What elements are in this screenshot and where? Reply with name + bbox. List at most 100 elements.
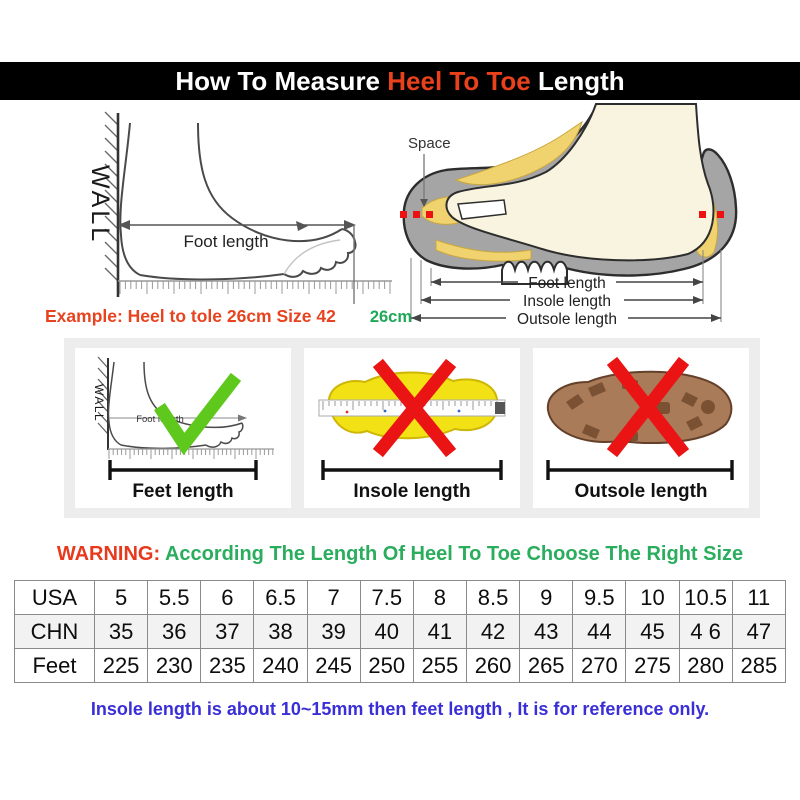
size-cell: 4 6	[678, 614, 733, 649]
size-cell: 8.5	[465, 580, 521, 615]
measure-bracket	[321, 460, 503, 480]
tape-end	[495, 402, 505, 414]
size-cell: 10.5	[678, 580, 733, 615]
size-cell: 245	[306, 648, 361, 683]
size-cell: 40	[359, 614, 414, 649]
size-table-body: USA 5 5.5 6 6.5 7 7.5 8 8.5 9 9.5 10 10.5 11 CHN 35 36 37…	[14, 580, 787, 683]
size-cell: 43	[519, 614, 574, 649]
example-row: Example: Heel to tole 26cm Size 42 26cm	[45, 306, 412, 327]
toe-box	[457, 199, 507, 220]
shoe-foot-length-label: Foot length	[528, 275, 606, 292]
table-row: CHN 35 36 37 38 39 40 41 42 43 44 45 4 6 47	[14, 614, 787, 649]
size-cell: 47	[731, 614, 787, 649]
ruler-ticks	[119, 281, 391, 294]
example-measurement: 26cm	[369, 308, 413, 326]
outsole-length-dimension	[411, 314, 721, 322]
size-table: USA 5 5.5 6 6.5 7 7.5 8 8.5 9 9.5 10 10.5 11 CHN 35 36 37…	[14, 580, 787, 683]
size-cell: 11	[731, 580, 787, 615]
mini-ruler-ticks	[108, 449, 274, 459]
foot-outline	[119, 122, 357, 281]
dimension-risers	[410, 250, 722, 322]
size-cell: 250	[359, 648, 414, 683]
table-row: USA 5 5.5 6 6.5 7 7.5 8 8.5 9 9.5 10 10.5 11	[14, 580, 787, 615]
size-cell: 6	[200, 580, 255, 615]
insole-length-dimension	[421, 296, 703, 304]
panel-label: Outsole length	[574, 481, 708, 502]
sole-tread	[501, 260, 568, 285]
size-cell: 39	[306, 614, 361, 649]
panel-label: Insole length	[353, 481, 471, 502]
space-arrow	[420, 154, 428, 207]
size-cell: 255	[412, 648, 467, 683]
wall-hatching	[104, 111, 119, 282]
size-cell: 44	[572, 614, 627, 649]
size-cell: 285	[731, 648, 787, 683]
size-cell: 36	[147, 614, 202, 649]
size-cell: 270	[572, 648, 627, 683]
title-bar: How To Measure Heel To Toe Length	[0, 62, 800, 100]
foot-inside-shoe	[445, 103, 715, 262]
title-highlight: Heel To Toe	[387, 65, 531, 96]
check-mark	[153, 372, 242, 456]
reference-note: Insole length is about 10~15mm then feet…	[90, 699, 710, 719]
size-cell: 225	[93, 648, 149, 683]
outsole-illustration	[546, 356, 734, 480]
shoe-insole-length-label: Insole length	[523, 293, 611, 310]
row-header: USA	[14, 580, 95, 615]
shoe-outsole-length-label: Outsole length	[517, 311, 617, 328]
mini-wall-label: WALL	[92, 384, 106, 422]
foot-length-dimension	[431, 278, 703, 286]
foot-length-label: Foot length	[183, 232, 268, 251]
size-cell: 235	[200, 648, 255, 683]
shoe-section-diagram: Space Foot length Insole length	[400, 103, 738, 328]
table-row: Feet 225 230 235 240 245 250 255 260 265 270 275 280…	[14, 648, 787, 683]
size-cell: 240	[253, 648, 308, 683]
row-header: CHN	[14, 614, 95, 649]
foot-measure-diagram: WALL Foot length	[86, 111, 392, 304]
panel-outsole-length: Outsole length	[533, 348, 749, 508]
size-cell: 35	[93, 614, 149, 649]
size-cell: 275	[625, 648, 680, 683]
wall-label: WALL	[86, 165, 114, 244]
size-cell: 265	[519, 648, 574, 683]
warning-row: WARNING: According The Length Of Heel To…	[0, 543, 800, 566]
title-suffix: Length	[530, 65, 625, 96]
size-cell: 230	[147, 648, 202, 683]
panel-insole-length: Insole length	[304, 348, 520, 508]
size-cell: 42	[465, 614, 521, 649]
size-cell: 38	[253, 614, 308, 649]
row-header: Feet	[14, 648, 95, 683]
example-text: Example: Heel to tole 26cm Size 42	[45, 306, 336, 326]
mini-wall-hatching	[97, 356, 109, 435]
size-cell: 280	[678, 648, 733, 683]
warning-text: According The Length Of Heel To Toe Choo…	[164, 543, 744, 565]
size-cell: 260	[465, 648, 521, 683]
mini-foot-length-label: Foot length	[136, 414, 184, 425]
measure-dots	[400, 211, 724, 218]
size-cell: 9	[519, 580, 574, 615]
size-cell: 6.5	[253, 580, 308, 615]
warning-label: WARNING:	[56, 543, 161, 565]
size-cell: 5	[93, 580, 149, 615]
insole-illustration	[318, 358, 506, 480]
size-cell: 7.5	[359, 580, 414, 615]
feet-length-illustration: WALL Foot length	[92, 356, 274, 480]
cross-mark	[606, 356, 690, 458]
size-cell: 7	[306, 580, 361, 615]
panel-label: Feet length	[132, 481, 234, 502]
measure-bracket	[108, 460, 258, 480]
measure-bracket	[546, 460, 734, 480]
size-cell: 41	[412, 614, 467, 649]
size-cell: 10	[625, 580, 680, 615]
method-panels: WALL Foot length Feet	[64, 338, 760, 518]
size-cell: 45	[625, 614, 680, 649]
panel-feet-length: WALL Foot length Feet	[75, 348, 291, 508]
foot-length-arrow	[118, 220, 356, 231]
size-cell: 5.5	[147, 580, 202, 615]
size-cell: 9.5	[572, 580, 627, 615]
size-cell: 37	[200, 614, 255, 649]
space-label: Space	[408, 135, 451, 152]
title-prefix: How To Measure	[175, 65, 388, 96]
cross-mark	[372, 358, 457, 458]
